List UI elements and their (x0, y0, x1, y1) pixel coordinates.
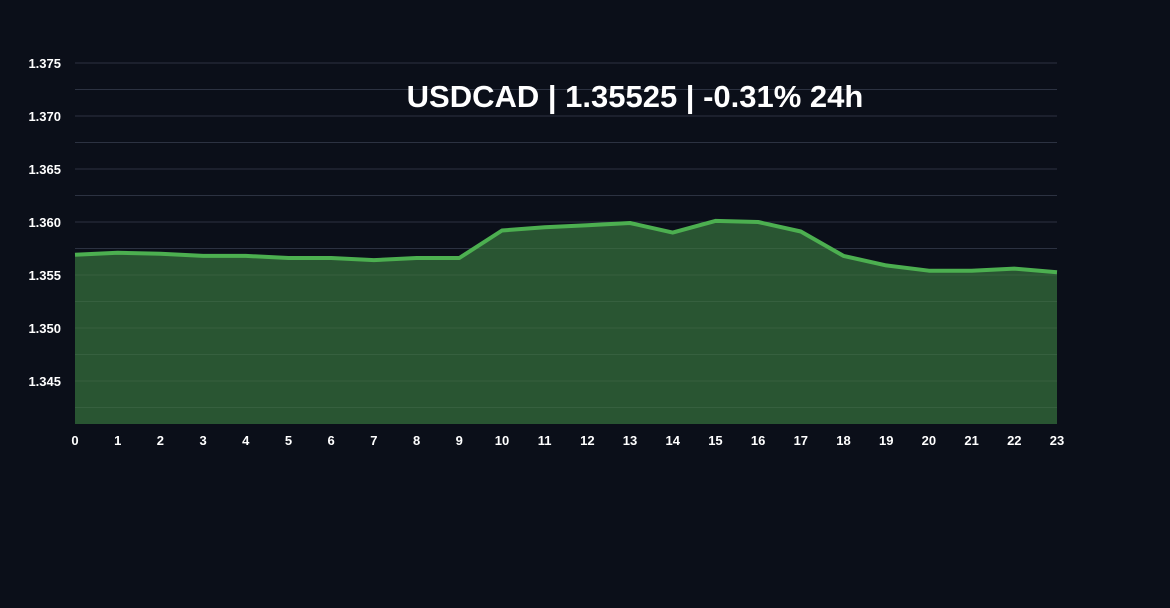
x-tick-label: 2 (157, 433, 164, 448)
x-tick-label: 5 (285, 433, 292, 448)
x-tick-label: 8 (413, 433, 420, 448)
y-tick-label: 1.360 (28, 215, 61, 230)
y-tick-label: 1.365 (28, 162, 61, 177)
x-tick-label: 19 (879, 433, 893, 448)
x-tick-label: 16 (751, 433, 765, 448)
x-tick-label: 9 (456, 433, 463, 448)
chart-title: USDCAD | 1.35525 | -0.31% 24h (407, 79, 864, 114)
x-tick-label: 10 (495, 433, 509, 448)
x-tick-label: 13 (623, 433, 637, 448)
x-tick-label: 22 (1007, 433, 1021, 448)
price-line (74, 218, 1058, 275)
x-tick-label: 21 (964, 433, 978, 448)
y-axis-ticks: 1.345 1.350 1.355 1.360 1.365 1.370 1.375 (28, 56, 61, 389)
y-tick-label: 1.375 (28, 56, 61, 71)
x-tick-label: 17 (794, 433, 808, 448)
y-tick-label: 1.345 (28, 374, 61, 389)
x-tick-label: 6 (328, 433, 335, 448)
y-tick-label: 1.355 (28, 268, 61, 283)
x-tick-label: 1 (114, 433, 121, 448)
x-tick-label: 3 (199, 433, 206, 448)
x-tick-label: 11 (538, 433, 552, 448)
x-axis-ticks: 0 1 2 3 4 5 6 7 8 9 10 11 12 13 14 15 16 17 18 19 20 21 22 23 (71, 433, 1064, 448)
y-tick-label: 1.370 (28, 109, 61, 124)
x-tick-label: 0 (71, 433, 78, 448)
x-tick-label: 14 (666, 433, 681, 448)
x-tick-label: 20 (922, 433, 936, 448)
x-tick-label: 23 (1050, 433, 1064, 448)
x-tick-label: 4 (242, 433, 250, 448)
x-tick-label: 15 (708, 433, 722, 448)
x-tick-label: 18 (836, 433, 850, 448)
x-tick-label: 12 (580, 433, 594, 448)
y-tick-label: 1.350 (28, 321, 61, 336)
price-area-fill (75, 220, 1057, 424)
x-tick-label: 7 (370, 433, 377, 448)
